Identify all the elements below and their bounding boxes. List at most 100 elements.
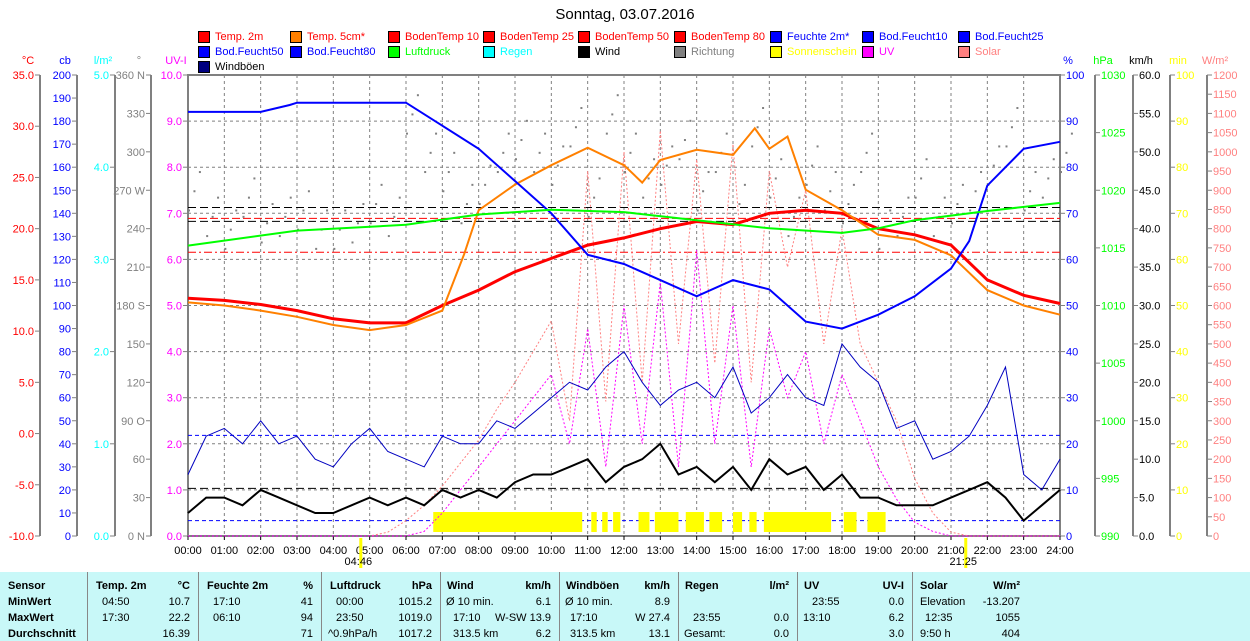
direction-dot: [714, 171, 717, 174]
direction-dot: [780, 158, 783, 161]
axis-tick-label: 30.0: [13, 121, 34, 133]
axis-tick-label: 0 N: [128, 531, 145, 543]
axis-tick-label: 300: [127, 147, 145, 159]
table-cell-value: 1055: [995, 612, 1020, 624]
row-label: MinWert: [8, 596, 52, 608]
legend-swatch: [862, 46, 874, 58]
axis-tick-label: 90 O: [121, 416, 145, 428]
axis-tick-label: 10.0: [13, 326, 34, 338]
table-cell: Ø 10 min.: [565, 596, 613, 608]
axis-tick-label: 25.0: [13, 172, 34, 184]
direction-dot: [351, 241, 354, 244]
axis-tick-label: 1.0: [94, 439, 109, 451]
axis-tick-label: 1000: [1101, 416, 1125, 428]
axis-tick-label: 60.0: [1139, 70, 1160, 82]
axis-tick-label: 1050: [1213, 128, 1237, 140]
x-tick-label: 13:00: [647, 545, 675, 557]
direction-dot: [224, 247, 227, 250]
axis-tick-label: 40: [1066, 347, 1078, 359]
table-cell-value: 404: [1001, 628, 1020, 640]
axis-tick-label: 700: [1213, 262, 1231, 274]
axis-tick-label: 60: [1066, 254, 1078, 266]
axis-tick-label: 10: [1066, 485, 1078, 497]
direction-dot: [738, 203, 741, 206]
x-tick-label: 18:00: [828, 545, 856, 557]
direction-dot: [496, 171, 499, 174]
legend-label: BodenTemp 10: [405, 31, 479, 43]
direction-dot: [326, 209, 329, 212]
axis-tick-label: 50: [1213, 512, 1225, 524]
table-cell: 17:10: [213, 596, 241, 608]
x-tick-label: 07:00: [429, 545, 457, 557]
axis-tick-label: 550: [1213, 320, 1231, 332]
axis-tick-label: 1150: [1213, 89, 1237, 101]
x-tick-label: 23:00: [1010, 545, 1038, 557]
axis-unit-label: W/m²: [1202, 55, 1229, 67]
axis-tick-label: 8.0: [167, 162, 182, 174]
table-header-unit: km/h: [644, 580, 670, 592]
sunshine-bar: [685, 512, 704, 532]
direction-dot: [847, 203, 850, 206]
axis-tick-label: 35.0: [13, 70, 34, 82]
direction-dot: [471, 183, 474, 186]
axis-tick-label: 0: [65, 531, 71, 543]
direction-dot: [798, 196, 801, 199]
axis-tick-label: 50: [59, 416, 71, 428]
table-column-sensor: Sensor MinWert MaxWert Durchschnitt: [0, 572, 88, 641]
direction-dot: [538, 151, 541, 154]
axis-tick-label: 5.0: [94, 70, 109, 82]
weather-chart: 00:00 01:00 02:00 03:00 04:00 05:00 06:00 07:00…: [9, 55, 1237, 568]
legend-item: BodenTemp 25: [483, 31, 574, 43]
axis-tick-label: 600: [1213, 301, 1231, 313]
direction-dot: [932, 235, 935, 238]
table-header: Wind: [447, 580, 474, 592]
axis-tick-label: 30.0: [1139, 301, 1160, 313]
table-cell: 12:35: [925, 612, 953, 624]
direction-dot: [520, 139, 523, 142]
direction-dot: [961, 183, 964, 186]
axis-tick-label: 40.0: [1139, 224, 1160, 236]
axis-tick-label: 150: [53, 185, 71, 197]
axis-tick-label: 70: [59, 370, 71, 382]
table-cell-value: 71: [300, 628, 313, 640]
sunshine-bar: [591, 512, 597, 532]
axis-unit-label: %: [1063, 55, 1073, 67]
table-cell: Gesamt:: [684, 628, 726, 640]
legend-label: UV: [879, 46, 895, 58]
direction-dot: [502, 151, 505, 154]
x-tick-label: 19:00: [865, 545, 893, 557]
table-header-unit: W/m²: [993, 580, 1020, 592]
table-cell-value: 16.39: [162, 628, 190, 640]
direction-dot: [925, 158, 928, 161]
table-header: Temp. 2m: [96, 580, 147, 592]
legend-item: Richtung: [674, 46, 734, 58]
table-cell: 23:55: [812, 596, 840, 608]
axis-tick-label: 1100: [1213, 108, 1237, 120]
axis-tick-label: 100: [53, 301, 71, 313]
direction-dot: [465, 203, 468, 206]
direction-dot: [1005, 145, 1008, 148]
table-cell-value: 1019.0: [398, 612, 432, 624]
direction-dot: [992, 164, 995, 167]
direction-dot: [369, 222, 372, 225]
axis-tick-label: 140: [53, 208, 71, 220]
axis-tick-label: 1010: [1101, 301, 1125, 313]
axis-tick-label: 180 S: [116, 301, 145, 313]
direction-dot: [442, 190, 445, 193]
direction-dot: [284, 215, 287, 218]
legend-label: Wind: [595, 46, 621, 58]
series-line-temp-5cm-: [187, 126, 1061, 332]
axis-tick-label: 360 N: [116, 70, 145, 82]
axis-tick-label: 30: [1066, 393, 1078, 405]
direction-dot: [980, 171, 983, 174]
direction-dot: [333, 247, 336, 250]
x-tick-label: 05:00: [356, 545, 384, 557]
direction-dot: [1052, 158, 1055, 161]
axis-tick-label: 100: [1066, 70, 1084, 82]
axis-tick-label: 990: [1101, 531, 1119, 543]
axis-tick-label: 300: [1213, 416, 1231, 428]
direction-dot: [587, 215, 590, 218]
direction-dot: [624, 171, 626, 174]
direction-dot: [271, 203, 274, 206]
axis-tick-label: 35.0: [1139, 262, 1160, 274]
